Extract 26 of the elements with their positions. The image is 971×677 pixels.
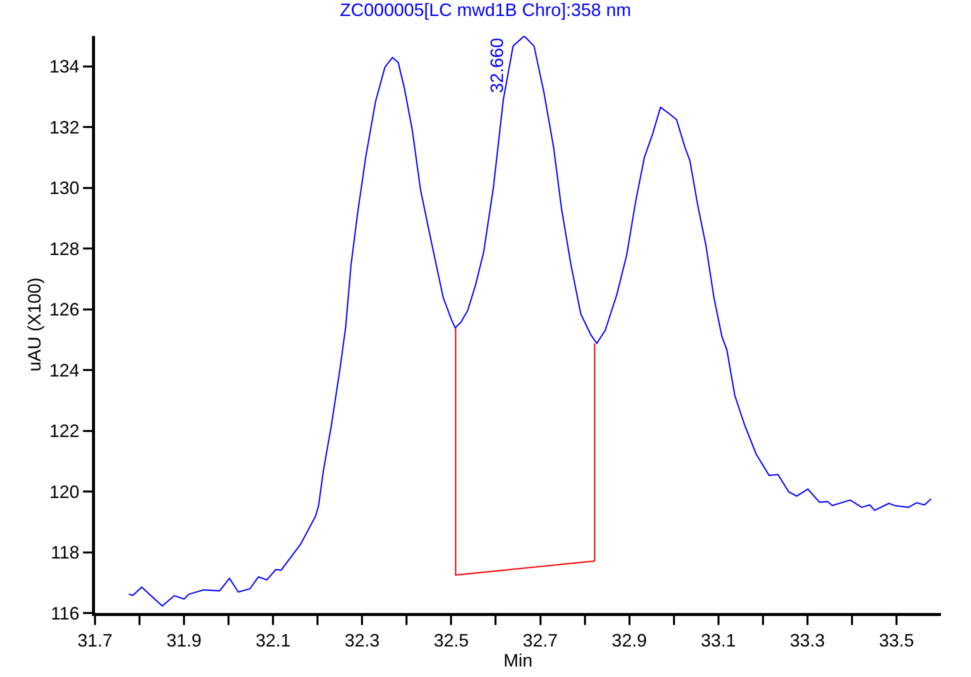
annotation: 32.660	[486, 38, 507, 93]
line-series	[128, 36, 932, 607]
y-tick-label: 122	[49, 421, 80, 442]
y-tick-label: 128	[49, 238, 80, 259]
y-tick-label: 118	[50, 542, 80, 563]
x-tick-label: 32.7	[522, 630, 558, 651]
y-axis-title: uAU (X100)	[24, 277, 45, 372]
x-tick-label: 33.3	[790, 630, 825, 651]
y-tick-label: 116	[50, 603, 80, 624]
x-tick-label: 32.9	[612, 630, 647, 651]
y-tick-label: 130	[49, 178, 80, 198]
y-tick-label: 120	[49, 482, 80, 502]
line-series	[455, 327, 596, 576]
x-tick-label: 32.1	[256, 630, 291, 651]
x-tick-label: 32.3	[344, 630, 380, 651]
y-tick-label: 124	[49, 360, 80, 380]
chart-title: ZC000005[LC mwd1B Chro]:358 nm	[340, 0, 632, 20]
x-tick-label: 32.5	[434, 630, 469, 651]
x-tick-label: 31.7	[77, 630, 113, 651]
x-tick-label: 33.5	[878, 630, 914, 651]
x-tick-label: 31.9	[166, 630, 202, 651]
y-tick-label: 132	[49, 117, 80, 138]
x-tick-label: 33.1	[700, 630, 736, 651]
y-tick-label: 134	[49, 56, 80, 77]
x-axis-title: Min	[503, 650, 533, 671]
y-tick-label: 126	[49, 300, 80, 320]
